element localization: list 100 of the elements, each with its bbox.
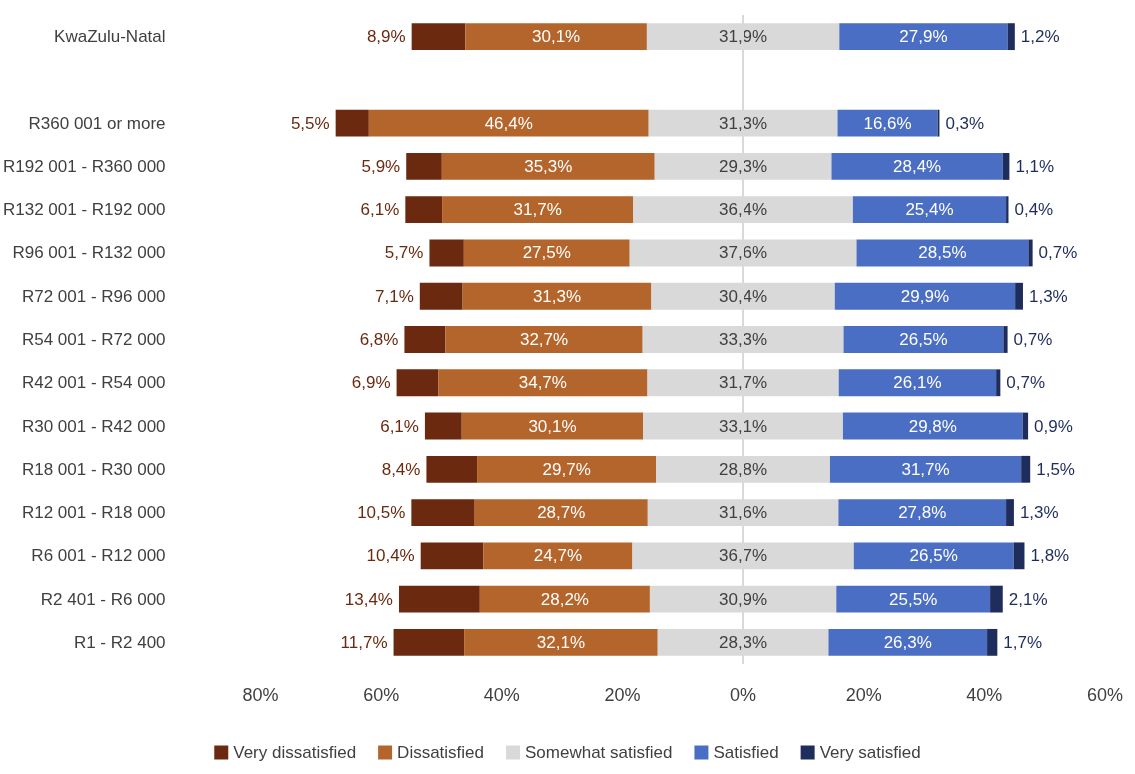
data-label: 27,5% (522, 243, 571, 263)
y-tick-label: R30 001 - R42 000 (21, 416, 166, 436)
data-label: 37,6% (719, 243, 768, 263)
bar (479, 585, 650, 613)
y-tick-label: R132 001 - R192 000 (3, 200, 166, 220)
bar (1028, 239, 1033, 267)
legend-label: Dissatisfied (397, 743, 485, 762)
data-label: 0,7% (1013, 330, 1053, 349)
data-label: 29,9% (900, 286, 950, 306)
bar (987, 628, 998, 656)
y-tick-label: R6 001 - R12 000 (31, 546, 166, 566)
x-tick-label: 80% (242, 685, 279, 705)
bar (442, 196, 634, 224)
x-tick-label: 20% (845, 685, 882, 705)
data-label: 8,9% (366, 27, 406, 47)
bar (396, 369, 439, 397)
bar (411, 499, 475, 526)
data-label: 25,4% (905, 200, 954, 220)
data-label: 32,7% (519, 330, 569, 349)
data-label: 1,7% (1003, 632, 1043, 652)
data-label: 36,4% (719, 200, 768, 220)
legend-label: Satisfied (713, 743, 779, 762)
bar (474, 499, 648, 526)
data-label: 8,4% (381, 459, 421, 479)
bar (1021, 455, 1031, 483)
data-label: 29,7% (542, 459, 591, 479)
y-tick-label: R192 001 - R360 000 (3, 156, 166, 176)
x-tick-label: 40% (483, 685, 520, 705)
data-label: 5,9% (361, 156, 401, 176)
y-tick-label: R18 001 - R30 000 (21, 459, 166, 479)
data-label: 6,8% (359, 330, 399, 349)
data-label: 1,1% (1015, 156, 1055, 176)
bar (843, 326, 1004, 353)
bar (842, 412, 1023, 440)
bar (405, 196, 443, 224)
bar (834, 282, 1016, 310)
bar (335, 109, 369, 137)
data-label: 6,9% (351, 373, 391, 393)
bar (829, 455, 1022, 483)
data-label: 26,1% (893, 373, 942, 393)
data-label: 32,1% (536, 632, 586, 652)
data-label: 10,5% (357, 503, 406, 523)
bar (441, 153, 655, 180)
data-label: 31,7% (513, 200, 562, 220)
data-label: 5,5% (290, 113, 330, 133)
data-label: 5,7% (384, 243, 424, 263)
data-label: 36,7% (719, 546, 768, 566)
bar (1002, 153, 1010, 180)
data-label: 28,5% (918, 243, 967, 263)
data-label: 0,7% (1006, 373, 1046, 393)
data-label: 1,3% (1028, 286, 1068, 306)
y-tick-label: R72 001 - R96 000 (21, 286, 166, 306)
data-label: 31,9% (719, 27, 768, 47)
bar (426, 455, 478, 483)
data-label: 6,1% (360, 200, 400, 220)
data-label: 26,3% (883, 632, 932, 652)
bar (1003, 326, 1008, 353)
data-label: 46,4% (484, 113, 533, 133)
data-label: 35,3% (524, 156, 573, 176)
data-label: 33,1% (719, 416, 768, 436)
data-label: 0,9% (1034, 416, 1073, 436)
legend-label: Very dissatisfied (233, 743, 357, 762)
data-label: 30,1% (532, 27, 581, 47)
bar (429, 239, 464, 267)
bar (856, 239, 1029, 267)
data-label: 11,7% (340, 632, 388, 652)
bar (1015, 282, 1023, 310)
data-label: 27,8% (898, 503, 947, 523)
data-label: 1,3% (1019, 503, 1059, 523)
x-tick-label: 40% (966, 685, 1003, 705)
data-label: 30,9% (719, 589, 768, 609)
bar (1007, 23, 1015, 51)
data-label: 10,4% (366, 546, 415, 566)
bar (853, 542, 1014, 570)
bar (461, 412, 644, 440)
y-tick-label: R96 001 - R132 000 (12, 243, 166, 263)
data-label: 1,5% (1036, 459, 1075, 479)
bar (462, 282, 652, 310)
data-label: 28,2% (540, 589, 589, 609)
data-label: 0,4% (1014, 200, 1054, 220)
data-label: 31,6% (719, 503, 768, 523)
bar (424, 412, 462, 440)
data-label: 29,8% (908, 416, 957, 436)
data-label: 29,3% (719, 156, 768, 176)
bar (438, 369, 648, 397)
data-label: 31,7% (901, 459, 950, 479)
data-label: 34,7% (518, 373, 567, 393)
data-label: 2,1% (1008, 589, 1048, 609)
bar (996, 369, 1001, 397)
bar (836, 585, 991, 613)
data-label: 16,6% (863, 113, 912, 133)
y-tick-label: R1 - R2 400 (73, 632, 166, 652)
y-tick-label: R360 001 or more (28, 113, 166, 133)
bar (464, 628, 658, 656)
bar (1013, 542, 1025, 570)
bar (398, 585, 480, 613)
data-label: 33,3% (719, 330, 768, 349)
x-tick-label: 20% (604, 685, 641, 705)
data-label: 28,8% (719, 459, 768, 479)
data-label: 31,7% (719, 373, 768, 393)
